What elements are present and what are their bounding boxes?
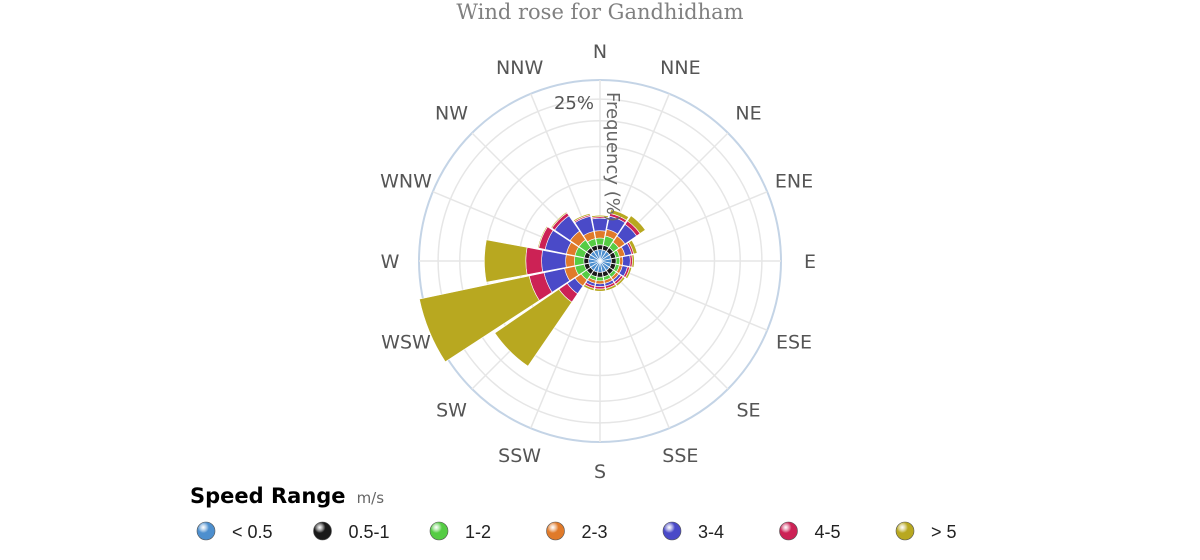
bar-w-segment[interactable]: [484, 239, 528, 283]
legend-marker: [313, 521, 332, 541]
legend: Speed Range m/s < 0.5 0.5-1 1-2 2-3 3-4 4-5 > …: [190, 484, 957, 542]
bar-n-segment[interactable]: [591, 214, 609, 218]
legend-label: 1-2: [465, 522, 491, 542]
legend-title: Speed Range: [190, 484, 346, 508]
bar-nne-segment[interactable]: [609, 209, 630, 221]
bar-e-segment[interactable]: [610, 257, 617, 265]
direction-label-ene: ENE: [775, 171, 813, 193]
legend-header: Speed Range m/s: [190, 484, 384, 508]
legend-items: < 0.5 0.5-1 1-2 2-3 3-4 4-5 > 5: [196, 521, 957, 542]
bar-ne-segment[interactable]: [627, 215, 646, 234]
direction-label-wnw: WNW: [380, 171, 432, 193]
legend-marker: [429, 521, 449, 541]
legend-item[interactable]: 4-5: [779, 521, 841, 542]
legend-label: 2-3: [582, 522, 608, 542]
bar-wsw-segment[interactable]: [419, 275, 540, 363]
legend-marker: [546, 521, 565, 541]
bar-w-segment[interactable]: [565, 254, 576, 268]
direction-label-sw: SW: [436, 399, 467, 421]
bar-sw-segment[interactable]: [494, 288, 573, 367]
chart-title: Wind rose for Gandhidham: [456, 0, 743, 24]
bar-ssw-segment[interactable]: [583, 284, 595, 291]
wind-rose-bars: [419, 209, 646, 367]
direction-label-w: W: [381, 251, 400, 273]
direction-label-nnw: NNW: [496, 57, 543, 79]
direction-labels: N NNE NE ENE E ESE SE SSE S SSW SW WSW W WNW NW NNW: [380, 41, 816, 483]
bar-e-segment[interactable]: [631, 254, 635, 268]
radial-tick-label: 25%: [554, 93, 594, 114]
bar-n-segment[interactable]: [594, 230, 606, 239]
bar-ese-segment[interactable]: [624, 266, 633, 280]
legend-item[interactable]: 2-3: [546, 521, 608, 542]
bar-e-segment[interactable]: [615, 257, 621, 265]
bar-s-segment[interactable]: [596, 271, 604, 278]
direction-label-nne: NNE: [660, 57, 700, 79]
legend-marker: [895, 521, 915, 541]
bar-w-segment[interactable]: [574, 255, 585, 267]
direction-label-e: E: [804, 251, 816, 273]
legend-label: 4-5: [815, 522, 841, 542]
bar-n-segment[interactable]: [595, 237, 605, 246]
bar-ene-segment[interactable]: [628, 239, 638, 255]
legend-label: > 5: [931, 522, 957, 542]
direction-label-ssw: SSW: [498, 445, 541, 467]
legend-label: 0.5-1: [349, 522, 390, 542]
legend-item[interactable]: < 0.5: [196, 521, 273, 542]
legend-item[interactable]: > 5: [895, 521, 957, 542]
direction-label-wsw: WSW: [381, 331, 431, 353]
bar-n-segment[interactable]: [596, 244, 604, 251]
bar-wnw-segment[interactable]: [537, 225, 548, 249]
legend-item[interactable]: 1-2: [429, 521, 491, 542]
legend-label: < 0.5: [232, 522, 273, 542]
legend-item[interactable]: 3-4: [662, 521, 724, 542]
bar-s-segment[interactable]: [596, 276, 604, 282]
legend-item[interactable]: 0.5-1: [313, 521, 390, 542]
bar-s-segment[interactable]: [595, 280, 605, 285]
bar-w-segment[interactable]: [583, 257, 590, 265]
bar-sse-segment[interactable]: [605, 284, 617, 291]
bar-se-segment[interactable]: [615, 276, 626, 287]
direction-label-s: S: [594, 461, 606, 483]
direction-label-ne: NE: [735, 103, 761, 125]
bar-nnw-segment[interactable]: [573, 213, 591, 222]
legend-label: 3-4: [698, 522, 724, 542]
bar-s-segment[interactable]: [594, 288, 606, 292]
direction-label-n: N: [593, 41, 607, 63]
legend-marker: [662, 521, 682, 541]
legend-unit: m/s: [357, 489, 385, 507]
bar-w-segment[interactable]: [541, 249, 567, 273]
direction-label-sse: SSE: [662, 445, 698, 467]
bar-w-segment[interactable]: [525, 247, 543, 275]
radial-axis-title: Frequency (%): [602, 92, 623, 222]
legend-marker: [779, 521, 798, 541]
legend-marker: [196, 521, 216, 541]
direction-label-nw: NW: [435, 103, 468, 125]
bar-e-segment[interactable]: [619, 256, 624, 266]
bar-e-segment[interactable]: [622, 255, 631, 267]
direction-label-se: SE: [736, 399, 760, 421]
direction-label-ese: ESE: [776, 331, 812, 353]
bar-nw-segment[interactable]: [550, 211, 568, 229]
